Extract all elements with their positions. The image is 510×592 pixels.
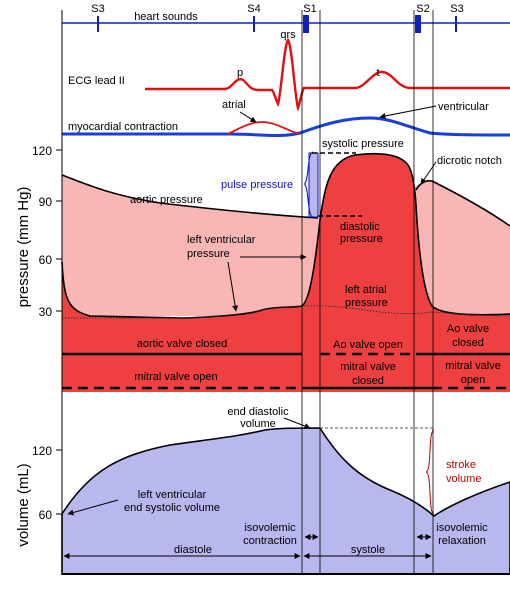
aortic-pressure-curve bbox=[61, 174, 319, 219]
myocardial-label: myocardial contraction bbox=[68, 121, 178, 133]
systole-label: systole bbox=[351, 544, 385, 556]
heart-sounds-label: heart sounds bbox=[134, 11, 198, 23]
volume-tick-60: 60 bbox=[39, 508, 53, 522]
dicrotic-arrow bbox=[420, 161, 437, 185]
mitral-valve-closed-label-2: closed bbox=[352, 375, 384, 387]
ventricular-pressure-area bbox=[62, 153, 510, 392]
mitral-valve-open2-label-1: mitral valve bbox=[445, 360, 501, 372]
isovolemic-relaxation-label-2: relaxation bbox=[438, 535, 486, 547]
mitral-valve-open2-label-2: open bbox=[461, 374, 485, 386]
ecg-labels: ECG lead II p qrs t myocardial contracti… bbox=[68, 29, 489, 133]
aortic-valve-closed-label: aortic valve closed bbox=[137, 338, 228, 350]
valve-labels: aortic valve closed Ao valve open Ao val… bbox=[134, 323, 500, 387]
pressure-labels: systolic pressure dicrotic notch pulse p… bbox=[130, 138, 502, 312]
atrial-arrow bbox=[239, 111, 257, 123]
p-wave-label: p bbox=[237, 67, 243, 79]
pressure-tick-30: 30 bbox=[39, 305, 53, 319]
pressure-tick-60: 60 bbox=[39, 253, 53, 267]
ao-valve-open-label: Ao valve open bbox=[333, 339, 403, 351]
atrial-contraction-trace bbox=[227, 121, 301, 135]
esv-label-2: end systolic volume bbox=[124, 502, 220, 514]
isovolemic-relaxation-label-1: isovolemic bbox=[436, 522, 488, 534]
diastole-label: diastole bbox=[174, 544, 212, 556]
volume-panel bbox=[61, 427, 510, 575]
s3-label: S3 bbox=[91, 3, 104, 15]
ecg-label: ECG lead II bbox=[68, 75, 125, 87]
diastolic-label-1: diastolic bbox=[340, 221, 380, 233]
ventricular-label: ventricular bbox=[438, 101, 489, 113]
mitral-valve-open-label: mitral valve open bbox=[134, 371, 217, 383]
volume-area bbox=[61, 427, 510, 575]
volume-tick-120: 120 bbox=[32, 444, 52, 458]
s1-mark bbox=[303, 15, 309, 33]
heart-sound-labels: heart sounds S3 S4 S1 S2 S3 bbox=[91, 3, 463, 23]
ventricular-pressure-curve bbox=[61, 152, 510, 319]
mitral-valve-closed-label-1: mitral valve bbox=[340, 361, 396, 373]
esv-arrow bbox=[67, 499, 119, 516]
isovolemic-contraction-label-1: isovolemic bbox=[244, 522, 296, 534]
ventricular-arrow bbox=[379, 105, 437, 119]
t-wave-label: t bbox=[376, 67, 379, 79]
edv-arrow bbox=[283, 417, 311, 429]
event-lines bbox=[61, 10, 510, 575]
pulse-pressure-bar bbox=[308, 152, 319, 218]
edv-label-1: end diastolic bbox=[227, 406, 289, 418]
s2-label: S2 bbox=[416, 3, 429, 15]
systolic-pressure-label: systolic pressure bbox=[322, 138, 404, 150]
pressure-axis-label: pressure (mm Hg) bbox=[15, 187, 32, 308]
atrial-label: atrial bbox=[222, 99, 246, 111]
aortic-pressure-curve-late bbox=[415, 180, 510, 227]
top-traces bbox=[62, 15, 510, 137]
s2-mark bbox=[415, 15, 421, 33]
qrs-label: qrs bbox=[280, 29, 296, 41]
lv-pressure-label-2: pressure bbox=[187, 248, 230, 260]
phase-labels: isovolemic contraction isovolemic relaxa… bbox=[63, 522, 488, 559]
diastolic-label-2: pressure bbox=[340, 233, 383, 245]
volume-labels: end diastolic volume left ventricular en… bbox=[67, 406, 481, 516]
esv-label-1: left ventricular bbox=[138, 489, 207, 501]
dicrotic-notch-label: dicrotic notch bbox=[437, 155, 502, 167]
aortic-pressure-label: aortic pressure bbox=[130, 194, 203, 206]
lv-pressure-label-1: left ventricular bbox=[187, 234, 256, 246]
s1-label: S1 bbox=[303, 3, 316, 15]
pressure-tick-120: 120 bbox=[32, 144, 52, 158]
stroke-volume-label-1: stroke bbox=[446, 459, 476, 471]
edv-label-2: volume bbox=[240, 418, 275, 430]
la-pressure-label-2: pressure bbox=[345, 297, 388, 309]
lv-arrow-down bbox=[227, 261, 239, 312]
atrial-pressure-curve bbox=[62, 305, 510, 319]
s4-label: S4 bbox=[247, 3, 260, 15]
stroke-volume-label-2: volume bbox=[446, 473, 481, 485]
stroke-volume-brace bbox=[425, 429, 435, 515]
pulse-pressure-label: pulse pressure bbox=[221, 179, 293, 191]
pressure-axis: 120 90 60 30 pressure (mm Hg) bbox=[15, 144, 62, 319]
pulse-pressure-brace bbox=[303, 151, 314, 218]
ao-valve-closed-label-1: Ao valve bbox=[447, 323, 489, 335]
s3b-label: S3 bbox=[450, 3, 463, 15]
volume-axis-label: volume (mL) bbox=[15, 463, 32, 546]
la-pressure-label-1: left atrial bbox=[345, 284, 387, 296]
pressure-tick-90: 90 bbox=[39, 195, 53, 209]
ecg-trace bbox=[145, 38, 510, 112]
pressure-panel bbox=[61, 151, 510, 392]
isovolemic-contraction-label-2: contraction bbox=[243, 535, 297, 547]
myocardial-trace bbox=[62, 116, 510, 137]
ao-valve-closed-label-2: closed bbox=[452, 337, 484, 349]
volume-axis: 120 60 volume (mL) bbox=[15, 444, 62, 547]
